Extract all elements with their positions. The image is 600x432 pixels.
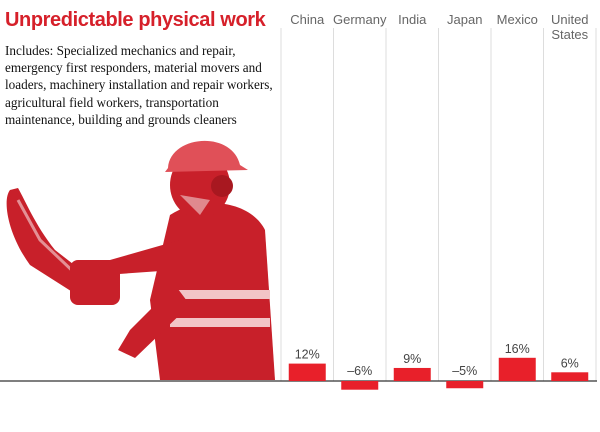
data-label: –6% [347, 364, 372, 378]
category-label: India [398, 12, 427, 27]
category-label: United [551, 12, 589, 27]
category-label: States [551, 27, 588, 42]
bar [446, 381, 484, 389]
worker-illustration [6, 140, 275, 380]
category-label: Germany [333, 12, 387, 27]
data-label: 16% [505, 342, 530, 356]
data-label: 6% [561, 356, 579, 370]
category-label: Mexico [497, 12, 538, 27]
chart-title: Unpredictable physical work [5, 9, 266, 31]
bar [288, 363, 326, 381]
data-label: 12% [295, 348, 320, 362]
chart-subtitle: Includes: Specialized mechanics and repa… [5, 43, 273, 127]
data-label: 9% [403, 352, 421, 366]
category-label: China [290, 12, 325, 27]
bar [393, 367, 431, 381]
bar [498, 357, 536, 381]
data-label: –5% [452, 364, 477, 378]
bar [551, 372, 589, 381]
bar [341, 381, 379, 390]
category-label: Japan [447, 12, 482, 27]
